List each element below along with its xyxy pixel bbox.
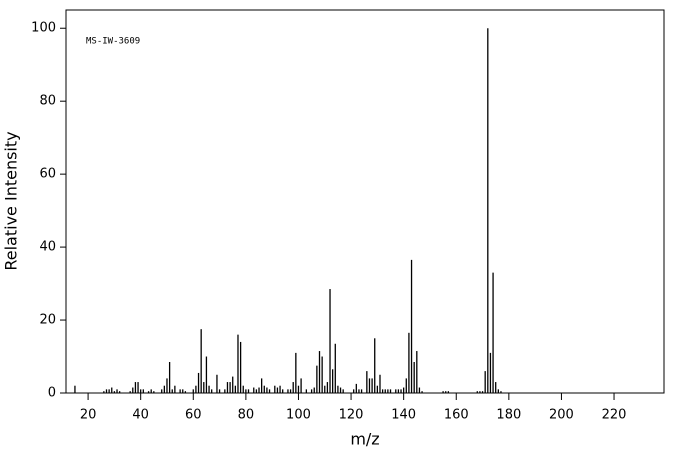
- y-tick-label: 40: [39, 240, 56, 255]
- x-tick-label: 60: [185, 408, 202, 423]
- annotation: MS-IW-3609: [86, 37, 140, 47]
- y-tick-label: 60: [39, 167, 56, 182]
- x-tick-label: 20: [80, 408, 97, 423]
- x-tick-label: 140: [391, 408, 416, 423]
- y-tick-label: 80: [39, 94, 56, 109]
- y-axis-title: Relative Intensity: [2, 131, 21, 270]
- plot-frame: [65, 9, 665, 394]
- y-tick-label: 20: [39, 313, 56, 328]
- x-tick-label: 100: [286, 408, 311, 423]
- x-tick-label: 80: [238, 408, 255, 423]
- x-tick-label: 160: [444, 408, 469, 423]
- x-tick-label: 180: [496, 408, 521, 423]
- x-tick-label: 200: [549, 408, 574, 423]
- y-tick-label: 0: [48, 386, 56, 401]
- x-tick-label: 120: [339, 408, 364, 423]
- x-axis-title: m/z: [350, 430, 379, 449]
- x-tick-label: 220: [602, 408, 627, 423]
- y-tick-label: 100: [31, 21, 56, 36]
- x-tick-label: 40: [132, 408, 149, 423]
